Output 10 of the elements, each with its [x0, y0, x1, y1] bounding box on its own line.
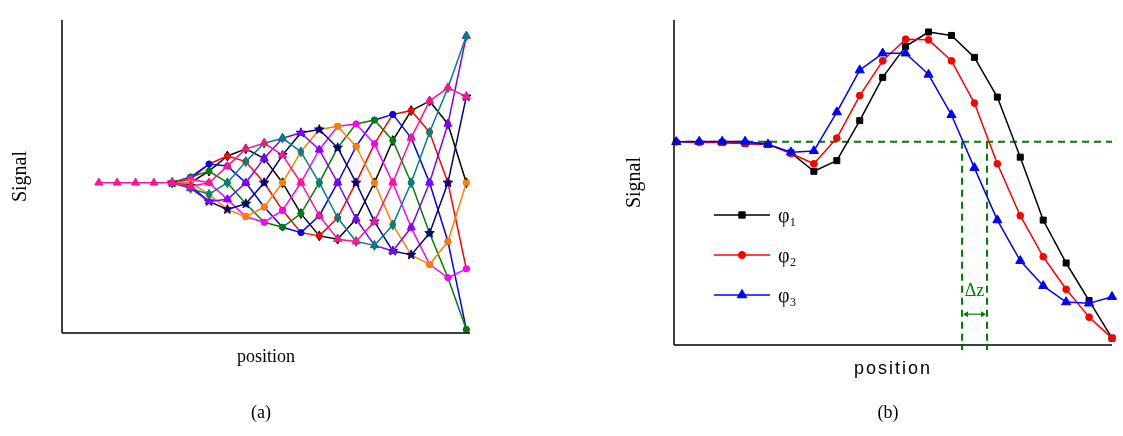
- x-axis-title: position: [236, 346, 296, 366]
- legend-label: φ₃: [778, 284, 797, 307]
- y-axis-title: Signal: [622, 156, 645, 209]
- y-axis-title: Signal: [8, 150, 31, 203]
- text: (a): [251, 402, 271, 423]
- legend-label: φ₁: [778, 204, 797, 227]
- x-axis-title: position: [853, 358, 933, 378]
- legend-label: φ₂: [778, 244, 797, 267]
- text: (b): [877, 402, 899, 423]
- annotation: Δz: [964, 280, 985, 301]
